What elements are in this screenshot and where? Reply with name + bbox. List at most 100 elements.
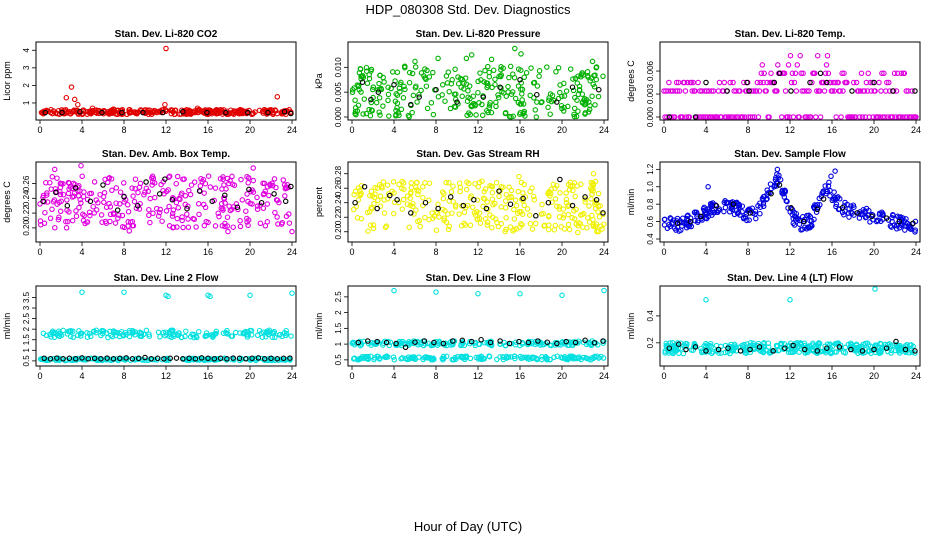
data-point	[78, 162, 84, 169]
reference-point	[724, 88, 730, 94]
data-point	[591, 84, 598, 90]
data-point	[757, 200, 763, 206]
data-point	[739, 209, 745, 215]
data-point	[760, 349, 767, 355]
data-point	[492, 81, 498, 88]
y-tick-label: 0.003	[646, 83, 655, 104]
data-point	[757, 210, 763, 217]
data-point	[778, 114, 785, 120]
data-point	[181, 176, 187, 182]
data-point	[597, 203, 603, 209]
data-point	[168, 107, 175, 113]
data-point	[420, 202, 426, 209]
data-point	[126, 228, 133, 234]
panel-points	[37, 289, 295, 364]
y-tick-label: 2.5	[22, 312, 31, 324]
data-point	[582, 199, 588, 205]
data-point	[813, 114, 819, 120]
data-point	[569, 215, 575, 221]
data-point	[837, 196, 843, 202]
data-point	[694, 211, 700, 217]
data-point	[800, 70, 806, 77]
data-point	[815, 343, 821, 349]
chart-panel-3: Stan. Dev. Li-820 Temp. degrees C 0 4 8 12 16 2…	[626, 29, 921, 135]
data-point	[415, 218, 421, 225]
data-point	[515, 66, 522, 72]
reference-point	[554, 99, 560, 105]
y-tick-label: 1.5	[22, 334, 31, 346]
data-point	[174, 215, 180, 222]
data-point	[162, 101, 168, 108]
data-point	[508, 194, 514, 201]
data-point	[538, 211, 545, 217]
data-point	[414, 99, 420, 105]
data-point	[474, 197, 481, 203]
data-point	[502, 342, 509, 349]
panel-points	[37, 162, 295, 235]
reference-point	[161, 356, 167, 362]
data-point	[451, 103, 458, 110]
data-point	[519, 222, 525, 228]
data-point	[536, 73, 542, 79]
data-point	[76, 204, 82, 211]
data-point	[790, 215, 796, 222]
data-point	[814, 52, 821, 59]
data-point	[676, 88, 683, 94]
data-point	[147, 195, 154, 202]
data-point	[441, 215, 447, 221]
data-point	[539, 99, 545, 105]
data-point	[873, 218, 880, 225]
data-point	[853, 342, 860, 349]
data-point	[264, 201, 271, 207]
data-point	[563, 196, 570, 203]
data-point	[106, 111, 113, 117]
data-point	[736, 203, 743, 209]
data-point	[484, 222, 490, 228]
data-point	[288, 333, 294, 339]
data-point	[49, 110, 56, 117]
data-point	[740, 114, 746, 120]
data-point	[813, 209, 820, 215]
data-point	[494, 219, 500, 226]
data-point	[179, 217, 185, 224]
data-point	[365, 228, 371, 234]
data-point	[410, 200, 416, 207]
data-point	[267, 182, 273, 189]
x-tick-label: 12	[161, 125, 171, 135]
y-tick-label: 0.005	[334, 82, 343, 103]
data-point	[212, 223, 219, 229]
data-point	[772, 347, 779, 354]
x-tick-label: 0	[37, 247, 42, 257]
y-tick-label: 0.6	[646, 215, 655, 227]
data-point	[202, 180, 209, 187]
data-point	[272, 334, 278, 341]
reference-point	[776, 182, 783, 188]
data-point	[904, 220, 911, 227]
data-point	[77, 331, 84, 337]
reference-point	[288, 183, 294, 190]
data-point	[184, 211, 190, 217]
data-point	[820, 348, 826, 354]
y-tick-label: 0.5	[334, 354, 343, 366]
y-tick-label: 0.22	[334, 209, 343, 225]
data-point	[680, 350, 687, 357]
data-point	[497, 354, 503, 360]
data-point	[174, 224, 180, 230]
data-point	[361, 96, 368, 102]
data-point	[478, 356, 485, 363]
reference-point	[912, 348, 918, 354]
data-point	[391, 287, 397, 294]
data-point	[742, 114, 748, 120]
data-point	[492, 200, 498, 207]
data-point	[458, 223, 465, 229]
x-tick-label: 12	[473, 125, 483, 135]
data-point	[352, 105, 359, 111]
y-tick-label: 4	[22, 47, 31, 52]
x-tick-label: 20	[869, 371, 879, 381]
reference-point	[747, 346, 753, 353]
reference-point	[196, 188, 203, 194]
data-point	[250, 110, 256, 117]
data-point	[369, 86, 376, 93]
data-point	[39, 110, 46, 116]
